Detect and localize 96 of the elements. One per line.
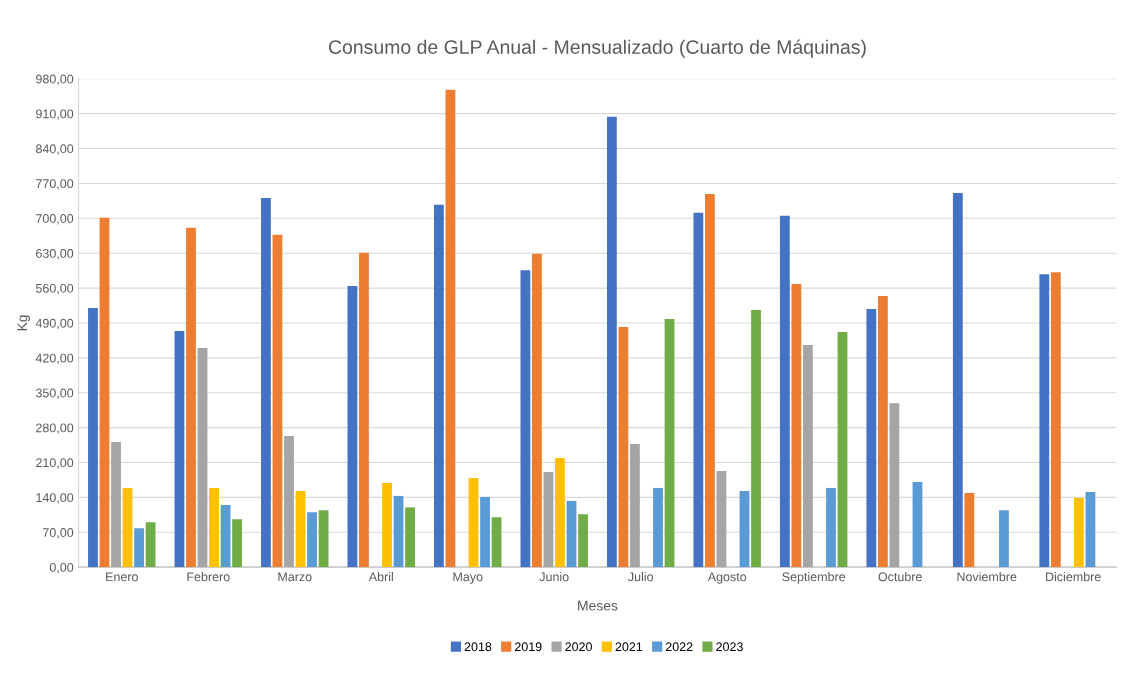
y-tick-label: 280,00: [36, 423, 74, 434]
legend-label: 2018: [464, 642, 492, 652]
bar: [606, 116, 617, 568]
bar: [1074, 497, 1084, 568]
bar: [468, 477, 479, 568]
x-tick-label: Octubre: [878, 572, 922, 582]
bar: [359, 252, 369, 568]
bar: [111, 442, 121, 568]
bar: [197, 347, 208, 568]
bar: [232, 519, 242, 568]
bar: [739, 490, 750, 568]
bar: [618, 326, 629, 568]
x-tick-label: Abril: [368, 572, 393, 582]
legend-label: 2022: [665, 642, 693, 652]
bar: [347, 286, 358, 568]
bar: [382, 482, 392, 568]
bar: [186, 227, 196, 568]
legend-label: 2023: [716, 642, 743, 652]
bar: [555, 458, 565, 568]
bar: [716, 470, 727, 568]
chart-title: Consumo de GLP Anual - Mensualizado (Cuarto de Máquinas): [328, 39, 866, 58]
bar: [1050, 272, 1061, 568]
bar: [877, 296, 888, 568]
bar: [964, 492, 975, 568]
bar: [295, 490, 306, 568]
bar: [491, 517, 502, 568]
bar: [532, 253, 542, 568]
bar: [1039, 274, 1050, 568]
bar: [272, 234, 283, 568]
bar: [220, 504, 231, 568]
bar: [803, 344, 813, 568]
legend-label: 2019: [514, 642, 542, 652]
y-tick-label: 490,00: [35, 318, 74, 330]
bar: [480, 496, 490, 568]
bar: [88, 308, 98, 568]
bar: [520, 270, 531, 568]
x-tick-label: Marzo: [278, 572, 312, 582]
bar: [261, 197, 271, 568]
bar: [889, 403, 900, 568]
legend-label: 2021: [615, 642, 643, 652]
bar: [952, 192, 963, 568]
bar: [664, 318, 675, 568]
y-tick-label: 630,00: [36, 249, 74, 260]
bar: [122, 487, 133, 568]
bar: [826, 487, 836, 568]
y-axis-title: Kg: [17, 315, 30, 331]
bar: [174, 330, 185, 568]
bar: [578, 514, 588, 568]
y-tick-label: 420,00: [35, 353, 74, 364]
y-tick-label: 0,00: [49, 562, 74, 574]
bar: [693, 212, 704, 568]
bar: [1085, 491, 1096, 568]
bar: [837, 331, 848, 568]
x-tick-label: Febrero: [187, 572, 230, 582]
x-tick-label: Mayo: [453, 572, 483, 584]
bar: [209, 487, 219, 568]
bar: [99, 217, 110, 568]
bar: [751, 310, 761, 568]
y-tick-label: 70,00: [43, 528, 74, 539]
y-tick-label: 980,00: [36, 74, 74, 85]
bar: [791, 284, 802, 568]
legend-label: 2020: [565, 642, 592, 652]
bar: [866, 309, 877, 568]
bar: [705, 193, 715, 568]
y-tick-label: 840,00: [35, 144, 74, 155]
y-tick-label: 700,00: [36, 214, 74, 225]
bar: [284, 436, 294, 568]
y-tick-label: 210,00: [36, 458, 74, 469]
bar: [630, 444, 640, 568]
bar: [653, 487, 663, 568]
bar: [566, 500, 577, 568]
x-tick-label: Enero: [106, 572, 138, 582]
y-tick-label: 350,00: [35, 388, 74, 399]
y-tick-label: 910,00: [36, 109, 74, 120]
x-tick-label: Diciembre: [1046, 572, 1101, 582]
bar: [445, 89, 456, 568]
bar: [912, 481, 923, 568]
bar: [434, 204, 444, 568]
bar: [393, 495, 404, 568]
y-tick-label: 770,00: [36, 179, 74, 190]
bar: [405, 507, 415, 568]
x-tick-label: Julio: [628, 572, 654, 582]
bar: [307, 512, 317, 568]
bar: [779, 215, 790, 568]
bar: [999, 510, 1009, 568]
x-axis-title: Meses: [578, 600, 618, 611]
y-tick-label: 560,00: [35, 283, 74, 295]
x-tick-label: Noviembre: [957, 572, 1017, 582]
bar: [318, 510, 329, 568]
bar: [145, 522, 156, 568]
x-tick-label: Septiembre: [782, 572, 846, 584]
x-tick-label: Agosto: [707, 572, 747, 584]
x-tick-label: Junio: [539, 572, 569, 582]
y-tick-label: 140,00: [36, 493, 74, 504]
bar: [543, 471, 554, 568]
bar: [134, 528, 144, 568]
